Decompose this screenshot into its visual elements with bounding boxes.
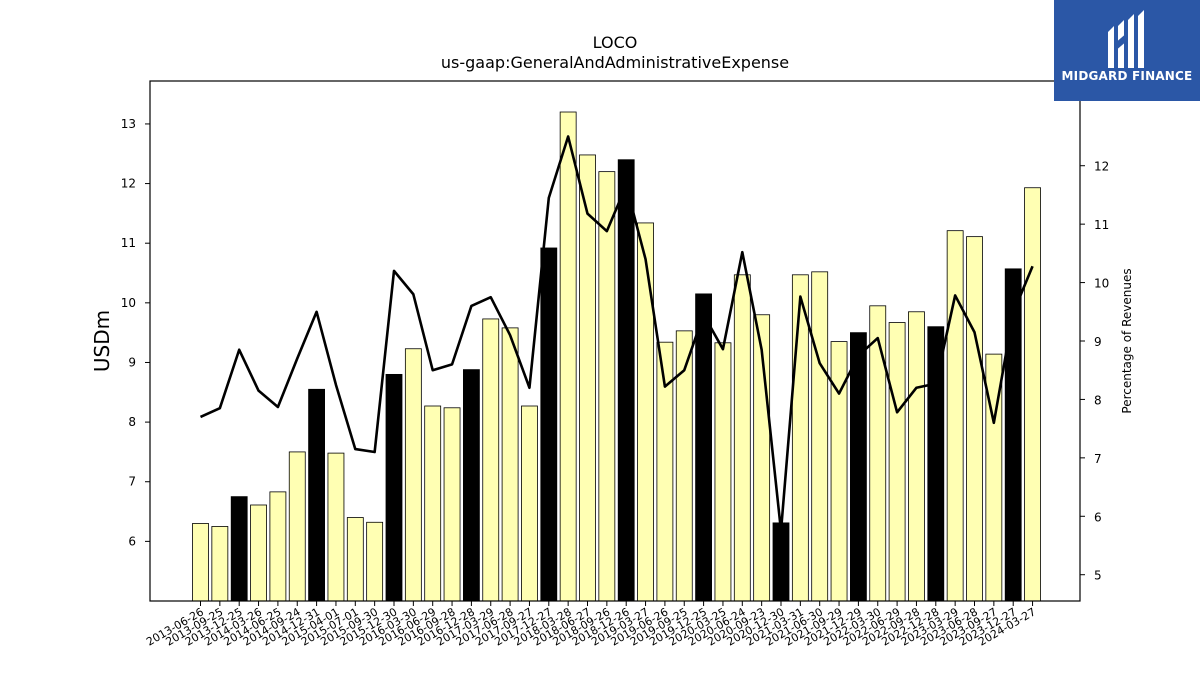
y-right-tick-label: 10 [1094, 277, 1109, 291]
bar-2017-09-27 [521, 405, 538, 602]
y-right-tick-label: 12 [1094, 160, 1109, 174]
y-axis-label-left: USDm [90, 310, 114, 372]
bar-2020-03-25 [714, 342, 732, 602]
bar-2018-12-26 [617, 159, 635, 602]
y-left-tick-label: 6 [128, 534, 136, 548]
y-axis-left: 6 7 8 9 10 11 12 13 [121, 117, 150, 548]
bar-2014-03-26 [250, 504, 267, 602]
bar-2022-06-29 [888, 322, 906, 602]
y-right-tick-label: 8 [1094, 393, 1102, 407]
bar-2016-12-28 [462, 369, 480, 602]
y-right-tick-label: 7 [1094, 452, 1102, 466]
logo-text: MIDGARD FINANCE [1061, 69, 1193, 83]
bar-2016-06-29 [424, 405, 442, 602]
bar-2021-03-31 [791, 274, 809, 602]
bar-series [192, 111, 1041, 602]
bar-2024-03-27 [1024, 187, 1041, 602]
midgard-m-logo-icon [1108, 10, 1144, 68]
bar-2022-12-28 [927, 326, 945, 602]
revenue-percentage-line [199, 135, 1034, 533]
bar-2017-03-29 [482, 318, 500, 602]
y-left-tick-label: 8 [128, 415, 136, 429]
x-axis: 2013-06-262013-09-252013-12-252014-03-26… [144, 601, 1038, 649]
bar-2016-09-28 [443, 407, 461, 602]
y-right-tick-label: 6 [1094, 510, 1102, 524]
y-right-tick-label: 5 [1094, 569, 1102, 583]
bar-2014-12-31 [308, 388, 326, 602]
bar-2018-03-28 [559, 111, 577, 602]
bar-2015-04-01 [327, 452, 345, 602]
y-left-tick-label: 10 [121, 296, 136, 310]
bar-2014-09-24 [288, 451, 306, 602]
y-axis-right: 5 6 7 8 9 10 11 12 [1080, 160, 1109, 583]
y-axis-label-right: Percentage of Revenues [1120, 268, 1134, 413]
bar-2022-03-30 [869, 305, 887, 602]
y-left-tick-label: 13 [121, 117, 136, 131]
line-series [199, 135, 1034, 533]
bar-2014-06-25 [269, 491, 287, 602]
y-right-tick-label: 11 [1094, 218, 1109, 232]
bar-2022-09-28 [908, 311, 925, 602]
bar-2020-06-24 [733, 274, 751, 602]
bar-2013-06-26 [192, 523, 209, 602]
bar-2023-03-29 [946, 230, 964, 602]
bar-2015-07-01 [346, 517, 364, 602]
bar-2016-03-30 [404, 348, 422, 602]
bar-2020-12-30 [772, 522, 790, 602]
midgard-finance-logo: MIDGARD FINANCE [1054, 0, 1200, 101]
bar-2018-06-27 [579, 154, 596, 602]
bar-2019-03-27 [637, 222, 654, 602]
bar-2023-06-28 [966, 236, 983, 602]
y-left-tick-label: 7 [128, 475, 136, 489]
bar-2015-09-30 [366, 521, 384, 602]
bar-2019-12-25 [695, 293, 712, 602]
bar-2021-06-30 [811, 271, 829, 602]
bar-2021-12-29 [850, 332, 867, 602]
bar-2013-09-25 [211, 526, 229, 602]
chart-subtitle: us-gaap:GeneralAndAdministrativeExpense [441, 53, 789, 72]
y-right-tick-label: 9 [1094, 335, 1102, 349]
bar-2015-12-30 [385, 373, 403, 602]
bar-2018-09-26 [598, 171, 616, 602]
chart-title: LOCO [593, 33, 638, 52]
y-left-tick-label: 11 [121, 236, 136, 250]
y-left-tick-label: 9 [128, 355, 136, 369]
bar-2017-06-28 [501, 327, 519, 602]
y-left-tick-label: 12 [121, 177, 136, 191]
bar-2013-12-25 [230, 496, 248, 602]
bar-2017-12-27 [540, 247, 558, 602]
